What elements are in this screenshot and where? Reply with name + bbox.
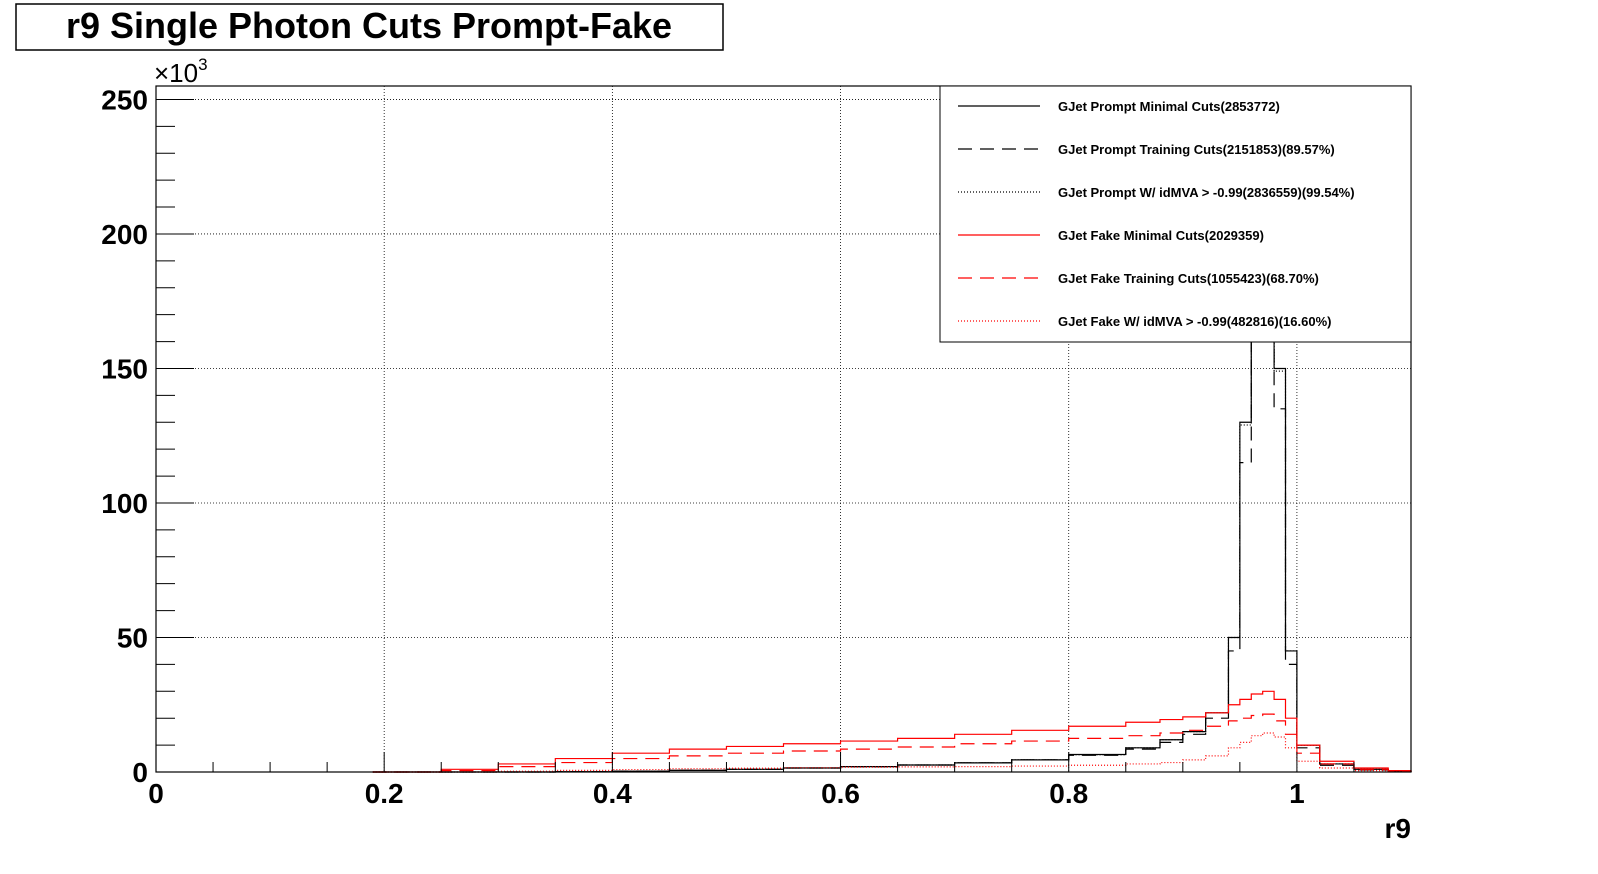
x-tick-label: 0.4	[593, 778, 632, 809]
x-tick-label: 0	[148, 778, 164, 809]
y-tick-label: 100	[101, 488, 148, 519]
series-line	[372, 732, 1412, 773]
series-line	[372, 690, 1412, 773]
y-multiplier-label: ×103	[154, 55, 208, 88]
legend-entry: GJet Prompt Training Cuts(2151853)(89.57…	[1058, 142, 1335, 157]
legend-entry: GJet Fake W/ idMVA > -0.99(482816)(16.60…	[1058, 314, 1331, 329]
x-tick-label: 0.6	[821, 778, 860, 809]
y-tick-label: 50	[117, 622, 148, 653]
y-tick-label: 200	[101, 219, 148, 250]
legend-entry: GJet Prompt Minimal Cuts(2853772)	[1058, 99, 1280, 114]
y-tick-label: 250	[101, 84, 148, 115]
y-multiplier-exp: 3	[198, 55, 207, 74]
series-layer	[372, 98, 1412, 773]
legend-entry: GJet Prompt W/ idMVA > -0.99(2836559)(99…	[1058, 185, 1355, 200]
series-line	[372, 152, 1412, 773]
legend-entry: GJet Fake Minimal Cuts(2029359)	[1058, 228, 1264, 243]
x-tick-label: 1	[1289, 778, 1305, 809]
title-box	[15, 3, 724, 51]
y-multiplier-base: ×10	[154, 58, 198, 88]
axis-layer: 0 0.2 0.4 0.6 0.8 1 0 50 100 150 200 250	[101, 84, 1412, 809]
chart-title: r9 Single Photon Cuts Prompt-Fake	[66, 5, 672, 46]
series-line	[372, 713, 1412, 773]
legend-entry: GJet Fake Training Cuts(1055423)(68.70%)	[1058, 271, 1319, 286]
x-tick-label: 0.2	[365, 778, 404, 809]
y-tick-label: 0	[132, 757, 148, 788]
legend-box	[939, 85, 1412, 343]
x-axis-label: r9	[1385, 813, 1411, 844]
x-tick-label: 0.8	[1049, 778, 1088, 809]
y-tick-label: 150	[101, 353, 148, 384]
plot-frame	[155, 85, 1412, 773]
grid-layer	[156, 86, 1411, 772]
legend: GJet Prompt Minimal Cuts(2853772) GJet Pr…	[939, 85, 1412, 343]
